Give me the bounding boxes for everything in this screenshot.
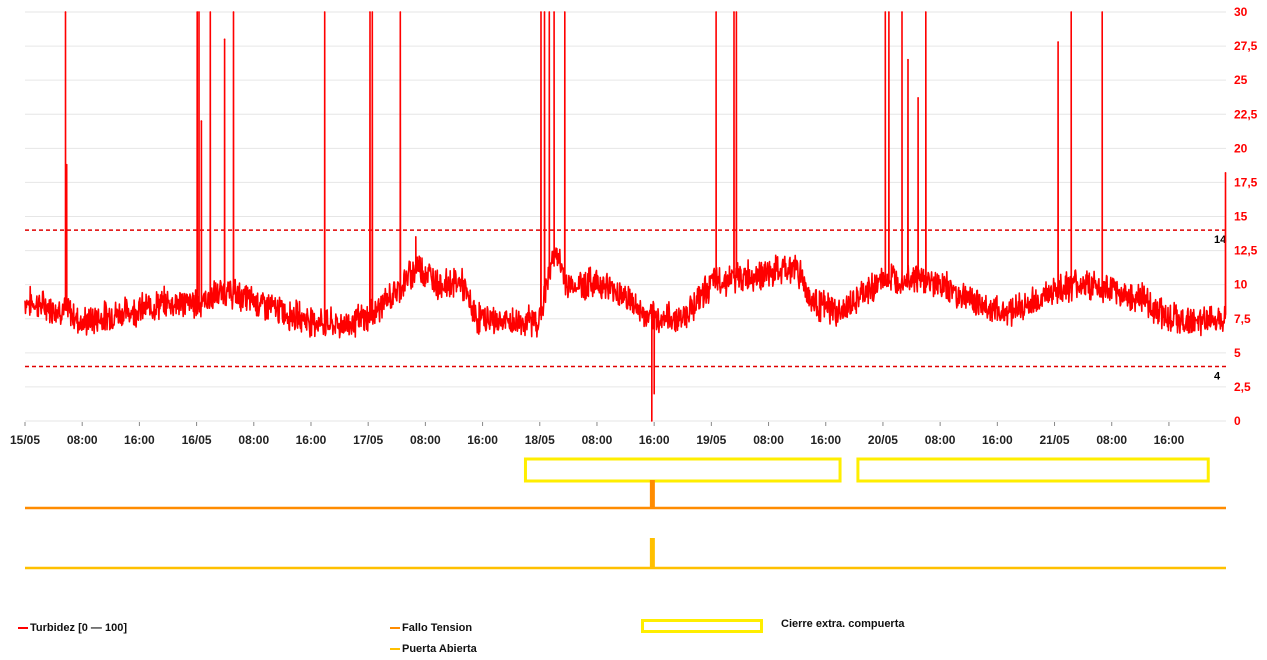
x-axis-ticks: 15/05 08:00 16:00 16/05 08:00 16:00 17/05 08:00…	[10, 422, 1185, 447]
x-tick-label: 16:00	[467, 433, 498, 447]
y-tick-label: 15	[1234, 210, 1248, 224]
x-tick-label: 08:00	[238, 433, 269, 447]
x-tick-label: 17/05	[353, 433, 383, 447]
y-tick-label: 25	[1234, 73, 1248, 87]
legend-puerta-abierta[interactable]: Puerta Abierta	[390, 643, 477, 655]
y-tick-label: 27,5	[1234, 39, 1258, 53]
legend-swatch-fallo	[390, 627, 400, 629]
legend-swatch-puerta	[390, 648, 400, 650]
legend-turbidez[interactable]: Turbidez [0 — 100]	[18, 622, 127, 634]
spike-point	[323, 11, 326, 13]
turbidity-chart: 0 2,5 5 7,5 10 12,5 15 17,5 20 22,5 25 27,5 30 15/05…	[10, 5, 1258, 570]
x-tick-label: 21/05	[1040, 433, 1070, 447]
spike-point	[209, 11, 212, 13]
x-tick-label: 19/05	[696, 433, 726, 447]
x-tick-label: 15/05	[10, 433, 40, 447]
threshold-lines: 14 4	[25, 229, 1227, 382]
spike-point	[399, 11, 402, 13]
spike-point	[884, 11, 887, 13]
spike-point	[1070, 11, 1073, 13]
legend-label-turbidez: Turbidez [0 — 100]	[30, 622, 127, 634]
turbidity-series	[24, 11, 1227, 422]
x-tick-label: 16:00	[982, 433, 1013, 447]
spike-point	[715, 11, 717, 13]
y-tick-label: 20	[1234, 141, 1248, 155]
spike-point	[553, 11, 555, 13]
y-tick-label: 10	[1234, 278, 1248, 292]
spike-point	[1057, 41, 1059, 43]
spike-point	[64, 11, 67, 13]
grid-lines	[25, 11, 1226, 422]
spike-point	[543, 11, 546, 13]
spike-point	[901, 11, 903, 13]
y-axis-ticks: 0 2,5 5 7,5 10 12,5 15 17,5 20 22,5 25 27,5 30	[1234, 5, 1258, 428]
spike-point	[917, 97, 919, 99]
y-tick-label: 5	[1234, 346, 1241, 360]
y-tick-label: 30	[1234, 5, 1248, 19]
event-marker	[649, 538, 655, 568]
y-tick-label: 7,5	[1234, 312, 1251, 326]
x-tick-label: 08:00	[1096, 433, 1127, 447]
y-tick-label: 2,5	[1234, 380, 1251, 394]
x-tick-label: 08:00	[753, 433, 784, 447]
spike-point	[733, 11, 735, 13]
x-tick-label: 16:00	[810, 433, 841, 447]
spike-point	[735, 11, 738, 13]
x-tick-label: 16:00	[124, 433, 155, 447]
x-tick-label: 16:00	[639, 433, 670, 447]
x-tick-label: 08:00	[410, 433, 441, 447]
threshold-label: 4	[1214, 370, 1221, 382]
spike-point	[65, 163, 68, 166]
spike-point	[198, 11, 200, 13]
spike-point	[196, 11, 198, 13]
spike-point	[371, 11, 374, 13]
spike-point	[563, 11, 566, 13]
legend-label-puerta: Puerta Abierta	[402, 643, 477, 655]
highlight-period-box	[856, 457, 1210, 483]
legend-swatch-cierre	[641, 619, 763, 633]
event-tracks	[25, 480, 1226, 570]
turbidity-line	[24, 11, 1227, 422]
spike-point	[888, 11, 890, 13]
x-tick-label: 16:00	[1154, 433, 1185, 447]
x-tick-label: 18/05	[525, 433, 555, 447]
highlight-periods	[523, 457, 1210, 483]
spike-point	[540, 11, 542, 13]
highlight-period-box	[523, 457, 842, 483]
y-tick-label: 17,5	[1234, 175, 1258, 189]
spike-point	[223, 38, 226, 41]
spike-point	[548, 11, 551, 13]
x-tick-label: 08:00	[925, 433, 956, 447]
y-tick-label: 22,5	[1234, 107, 1258, 121]
x-tick-label: 08:00	[67, 433, 98, 447]
legend-fallo-tension[interactable]: Fallo Tension	[390, 622, 472, 634]
spike-point	[925, 11, 927, 13]
legend-swatch-turbidez	[18, 627, 28, 629]
threshold-label: 14	[1214, 234, 1227, 246]
spike-point	[369, 11, 371, 13]
x-tick-label: 16/05	[182, 433, 212, 447]
spike-point	[1101, 11, 1103, 13]
spike-point	[200, 120, 203, 122]
x-tick-label: 16:00	[296, 433, 327, 447]
spike-point	[232, 11, 235, 13]
spike-point	[1224, 172, 1227, 174]
y-tick-label: 0	[1234, 414, 1241, 428]
y-tick-label: 12,5	[1234, 244, 1258, 258]
x-tick-label: 08:00	[582, 433, 613, 447]
legend-label-cierre: Cierre extra. compuerta	[781, 618, 905, 630]
legend-cierre-compuerta[interactable]: Cierre extra. compuerta	[641, 618, 905, 633]
spike-point	[907, 58, 909, 61]
x-tick-label: 20/05	[868, 433, 898, 447]
legend-label-fallo: Fallo Tension	[402, 622, 473, 634]
spike-point	[415, 236, 417, 238]
event-marker	[649, 480, 655, 508]
